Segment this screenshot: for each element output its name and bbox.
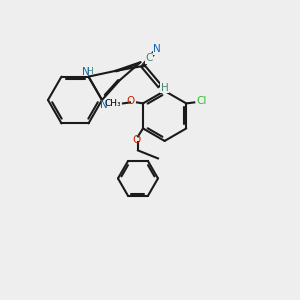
Text: H: H [161,83,169,93]
Text: C: C [146,53,153,63]
Text: Cl: Cl [196,96,207,106]
Text: N: N [82,67,89,76]
Text: N: N [100,100,108,110]
Text: H: H [86,67,93,76]
Text: N: N [153,44,161,54]
Text: CH₃: CH₃ [104,99,121,108]
Text: O: O [127,96,135,106]
Text: O: O [133,135,141,146]
